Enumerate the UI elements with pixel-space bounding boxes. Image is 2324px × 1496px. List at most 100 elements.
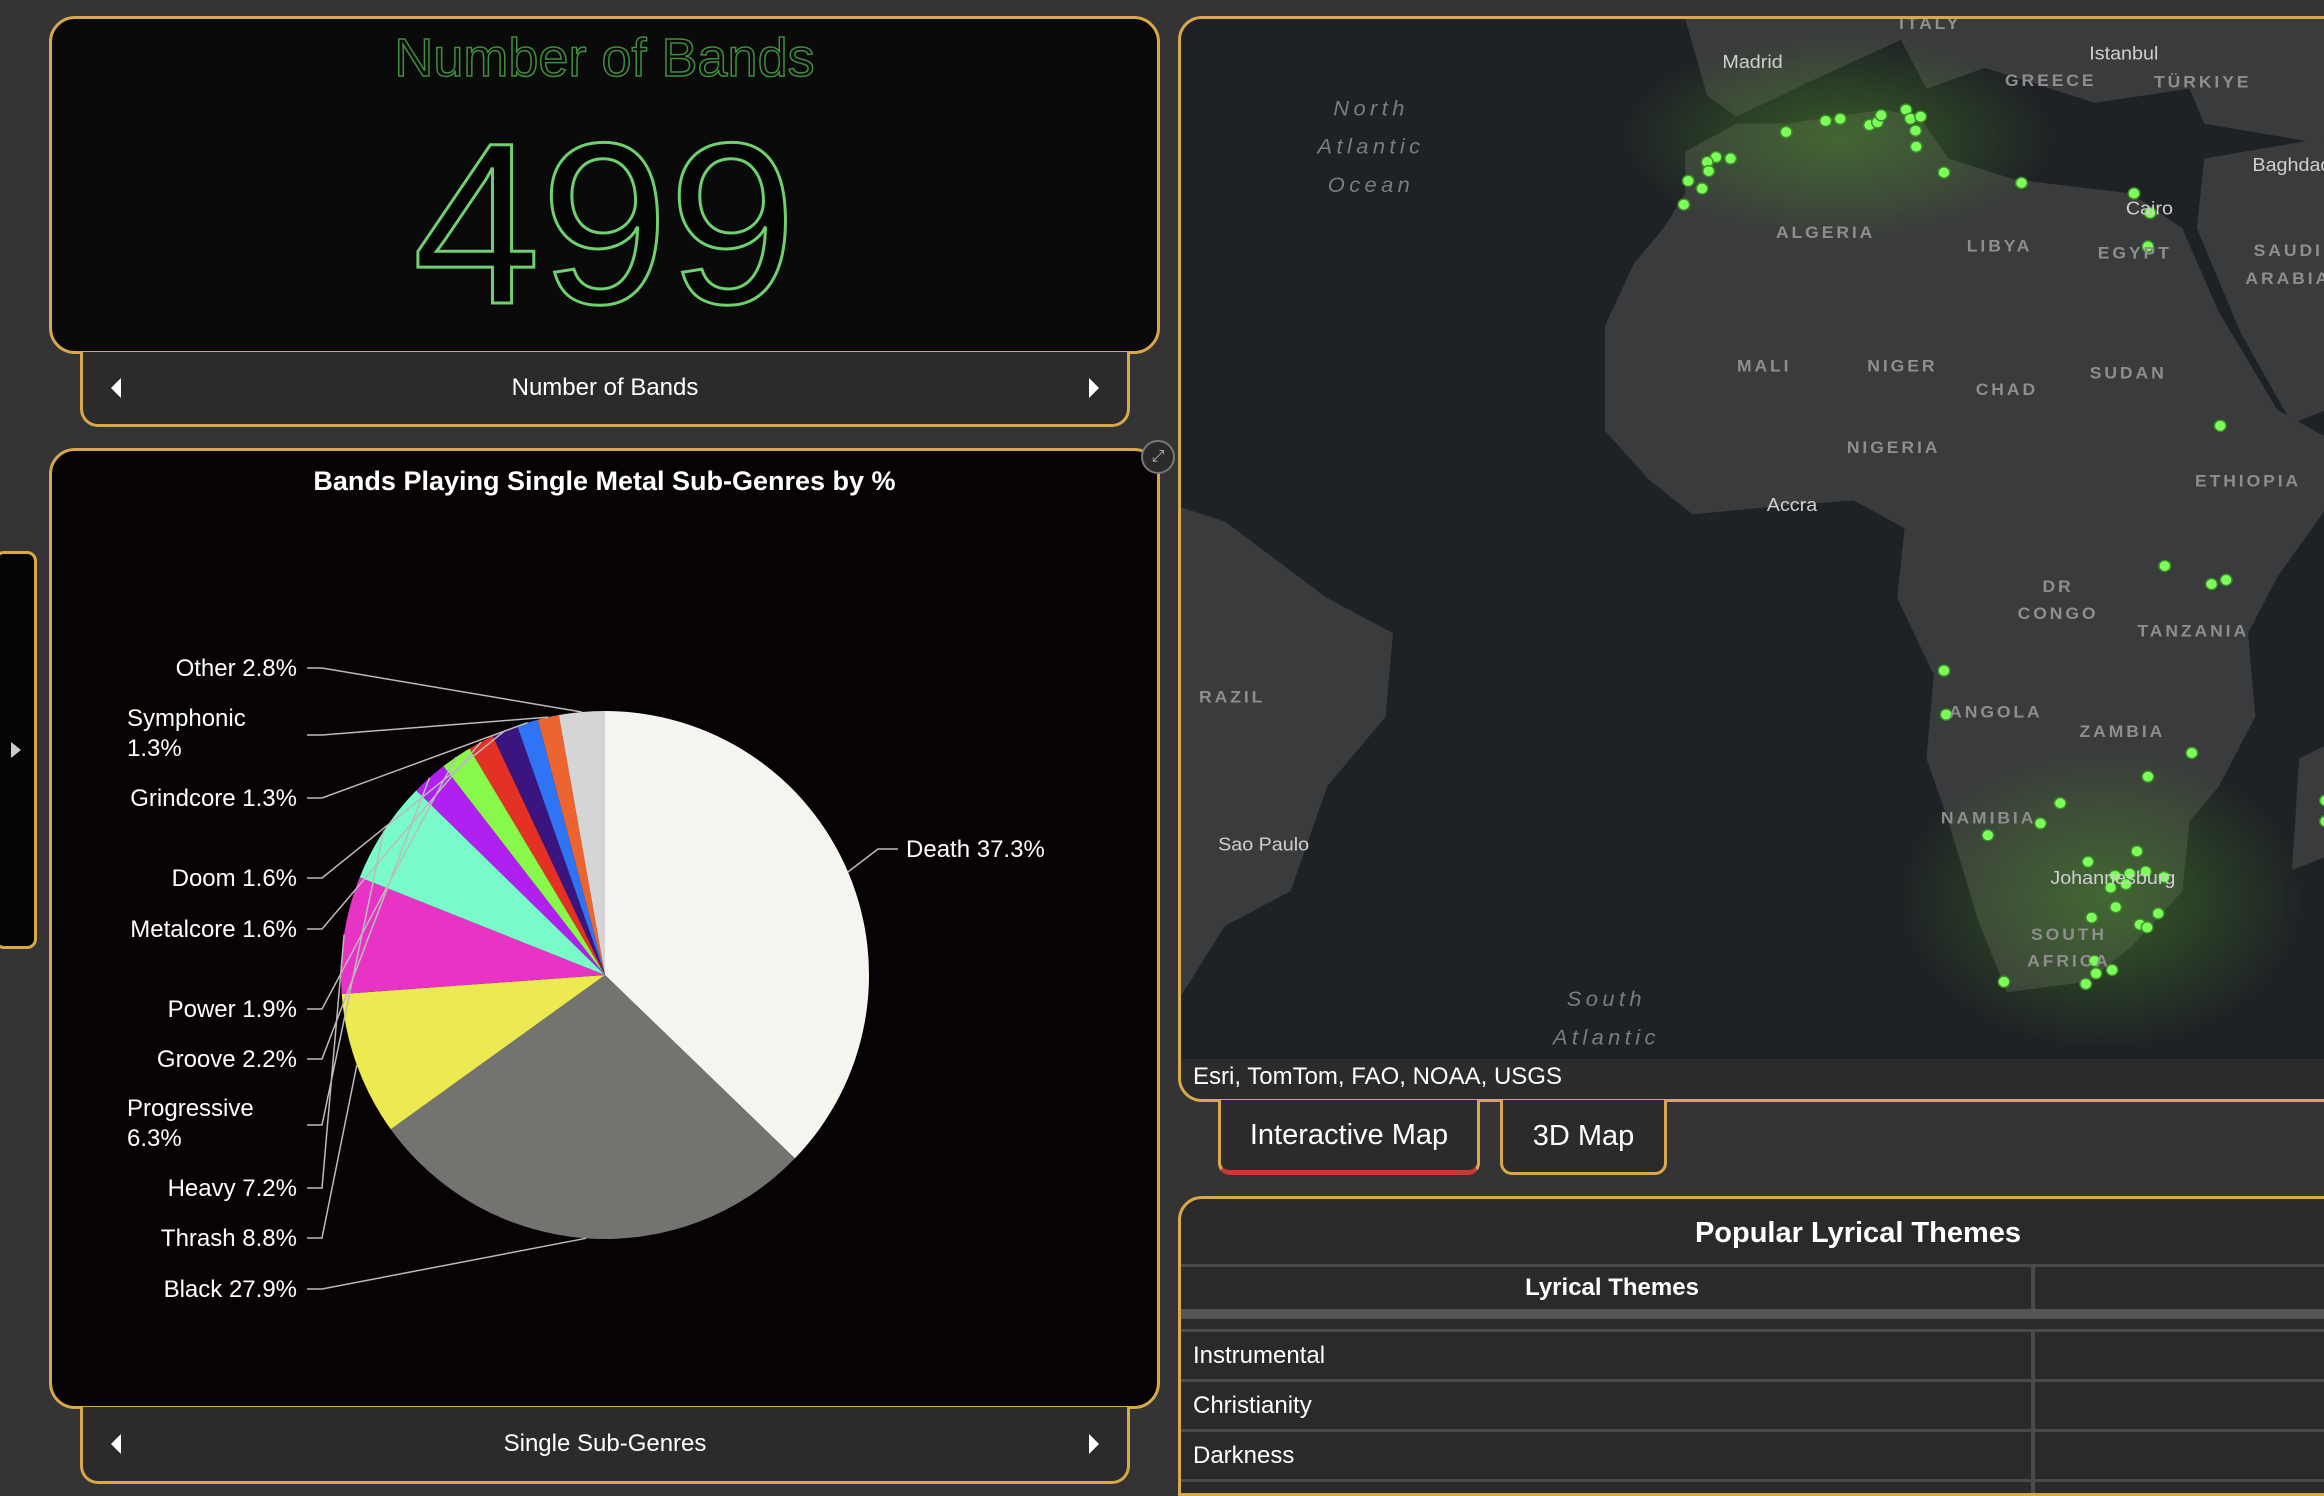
tab-3d-map[interactable]: 3D Map [1500, 1100, 1667, 1175]
band-location-point[interactable] [1702, 164, 1716, 178]
data-label: Symphonic 1.3% [127, 705, 246, 762]
band-location-point[interactable] [2079, 977, 2093, 991]
pie-slice-grindcore[interactable] [517, 719, 605, 975]
pie-slice-metalcore[interactable] [469, 736, 605, 975]
map-label-ocean_n1: North [1333, 97, 1409, 120]
band-location-point[interactable] [2140, 921, 2154, 934]
pie-slice-death[interactable] [605, 711, 870, 1159]
band-location-point[interactable] [2108, 869, 2122, 883]
map-label-johannesburg: Johannesburg [2050, 868, 2175, 889]
map-label-istanbul: Istanbul [2089, 44, 2158, 65]
band-location-point[interactable] [1874, 109, 1888, 122]
band-location-point[interactable] [2141, 770, 2155, 783]
lyrical-themes-table: Popular Lyrical Themes Lyrical Themes In… [1178, 1196, 2324, 1496]
map-label-niger: NIGER [1867, 356, 1937, 376]
map-label-saopaulo: Sao Paulo [1218, 835, 1309, 856]
band-location-point[interactable] [1695, 182, 1709, 195]
map-label-egypt: EGYPT [2098, 243, 2172, 263]
table-row[interactable]: Instrumental [1181, 1329, 2324, 1379]
data-label: Groove 2.2% [157, 1046, 297, 1073]
prev-arrow-icon[interactable] [111, 1434, 121, 1454]
band-location-point[interactable] [2204, 577, 2219, 591]
band-location-point[interactable] [1939, 708, 1953, 721]
data-label: Thrash 8.8% [161, 1225, 297, 1252]
band-location-point[interactable] [1914, 110, 1928, 123]
band-location-point[interactable] [1937, 664, 1951, 677]
pie-slice-other[interactable] [558, 711, 605, 975]
band-location-point[interactable] [1724, 152, 1738, 165]
pie-slice-heavy[interactable] [341, 877, 605, 995]
band-location-point[interactable] [2219, 573, 2233, 587]
band-location-point[interactable] [1981, 829, 1995, 842]
pie-slice-doom[interactable] [492, 725, 605, 975]
band-location-point[interactable] [1833, 112, 1847, 126]
band-location-point[interactable] [2085, 911, 2099, 924]
band-location-point[interactable] [1779, 125, 1793, 139]
band-location-point[interactable] [2143, 206, 2157, 220]
band-location-point[interactable] [2109, 900, 2123, 914]
pie-chart: Death 37.3% Black 27.9% Thrash 8.8% Heavy 7… [127, 655, 1045, 1303]
band-location-point[interactable] [2139, 865, 2153, 878]
prev-arrow-icon[interactable] [111, 378, 121, 398]
side-panel-toggle[interactable] [0, 551, 37, 949]
band-location-point[interactable] [2213, 419, 2227, 433]
map-label-saudi2: ARABIA [2245, 268, 2324, 288]
band-location-point[interactable] [2119, 877, 2133, 891]
next-arrow-icon[interactable] [1089, 1434, 1099, 1454]
band-location-point[interactable] [2127, 187, 2141, 200]
map-label-baghdad: Baghdad [2252, 155, 2324, 176]
band-location-point[interactable] [1677, 198, 1691, 211]
band-location-point[interactable] [2014, 176, 2029, 190]
kpi-value: 499 [411, 95, 798, 352]
column-header[interactable]: Lyrical Themes [1181, 1267, 2035, 1309]
band-location-point[interactable] [2157, 870, 2171, 884]
band-location-point[interactable] [1909, 140, 1923, 153]
band-location-point[interactable] [2130, 845, 2144, 858]
pie-slice-progressive[interactable] [359, 790, 605, 975]
band-location-point[interactable] [2104, 881, 2118, 894]
cell: Instrumental [1181, 1332, 2035, 1379]
band-location-point[interactable] [2158, 559, 2172, 573]
band-location-point[interactable] [2141, 240, 2155, 253]
pie-slice-groove[interactable] [416, 766, 605, 975]
map-card[interactable]: Madrid ITALY Istanbul GREECE TÜRKIYE Baghdad N… [1178, 16, 2324, 1102]
next-arrow-icon[interactable] [1088, 378, 1099, 398]
map-label-ocean_n3: Ocean [1328, 173, 1415, 196]
band-location-point[interactable] [2318, 815, 2324, 828]
band-location-point[interactable] [1681, 174, 1695, 188]
map[interactable]: Madrid ITALY Istanbul GREECE TÜRKIYE Baghdad N… [1181, 19, 2324, 1069]
table-title: Popular Lyrical Themes [1694, 1217, 2022, 1249]
band-location-point[interactable] [2185, 746, 2199, 760]
table-row[interactable]: Darkness [1181, 1429, 2324, 1479]
fullscreen-icon[interactable]: ⤢ [1141, 440, 1175, 474]
tab-interactive-map[interactable]: Interactive Map [1218, 1100, 1480, 1175]
band-location-point[interactable] [2081, 855, 2095, 869]
pie-slice-black[interactable] [390, 975, 795, 1239]
cell: Darkness [1181, 1432, 2035, 1479]
map-label-tanzania: TANZANIA [2137, 621, 2249, 641]
table-row[interactable] [1181, 1479, 2324, 1493]
pie-slice-thrash[interactable] [341, 975, 605, 1130]
pie-slice-power[interactable] [443, 748, 605, 975]
band-location-point[interactable] [2151, 907, 2165, 920]
band-location-point[interactable] [1937, 166, 1951, 179]
table-row[interactable]: Christianity [1181, 1379, 2324, 1429]
band-location-point[interactable] [2033, 817, 2048, 830]
data-label: Doom 1.6% [172, 865, 297, 892]
kpi-nav-label: Number of Bands [511, 374, 699, 401]
map-label-chad: CHAD [1976, 379, 2038, 399]
band-location-point[interactable] [1997, 975, 2011, 989]
band-location-point[interactable] [2318, 794, 2324, 807]
band-location-point[interactable] [2089, 967, 2103, 980]
map-label-greece: GREECE [2005, 70, 2097, 90]
band-location-point[interactable] [2088, 954, 2102, 968]
expand-arrow-icon [10, 742, 21, 758]
band-location-point[interactable] [1819, 114, 1833, 128]
pie-slice-symphonic[interactable] [537, 715, 605, 975]
map-label-drc2: CONGO [2018, 603, 2099, 623]
band-location-point[interactable] [2053, 796, 2067, 810]
band-location-point[interactable] [2105, 963, 2119, 977]
map-label-drc1: DR [2042, 576, 2073, 596]
map-label-sa1: SOUTH [2031, 924, 2107, 944]
band-location-point[interactable] [1908, 124, 1923, 137]
